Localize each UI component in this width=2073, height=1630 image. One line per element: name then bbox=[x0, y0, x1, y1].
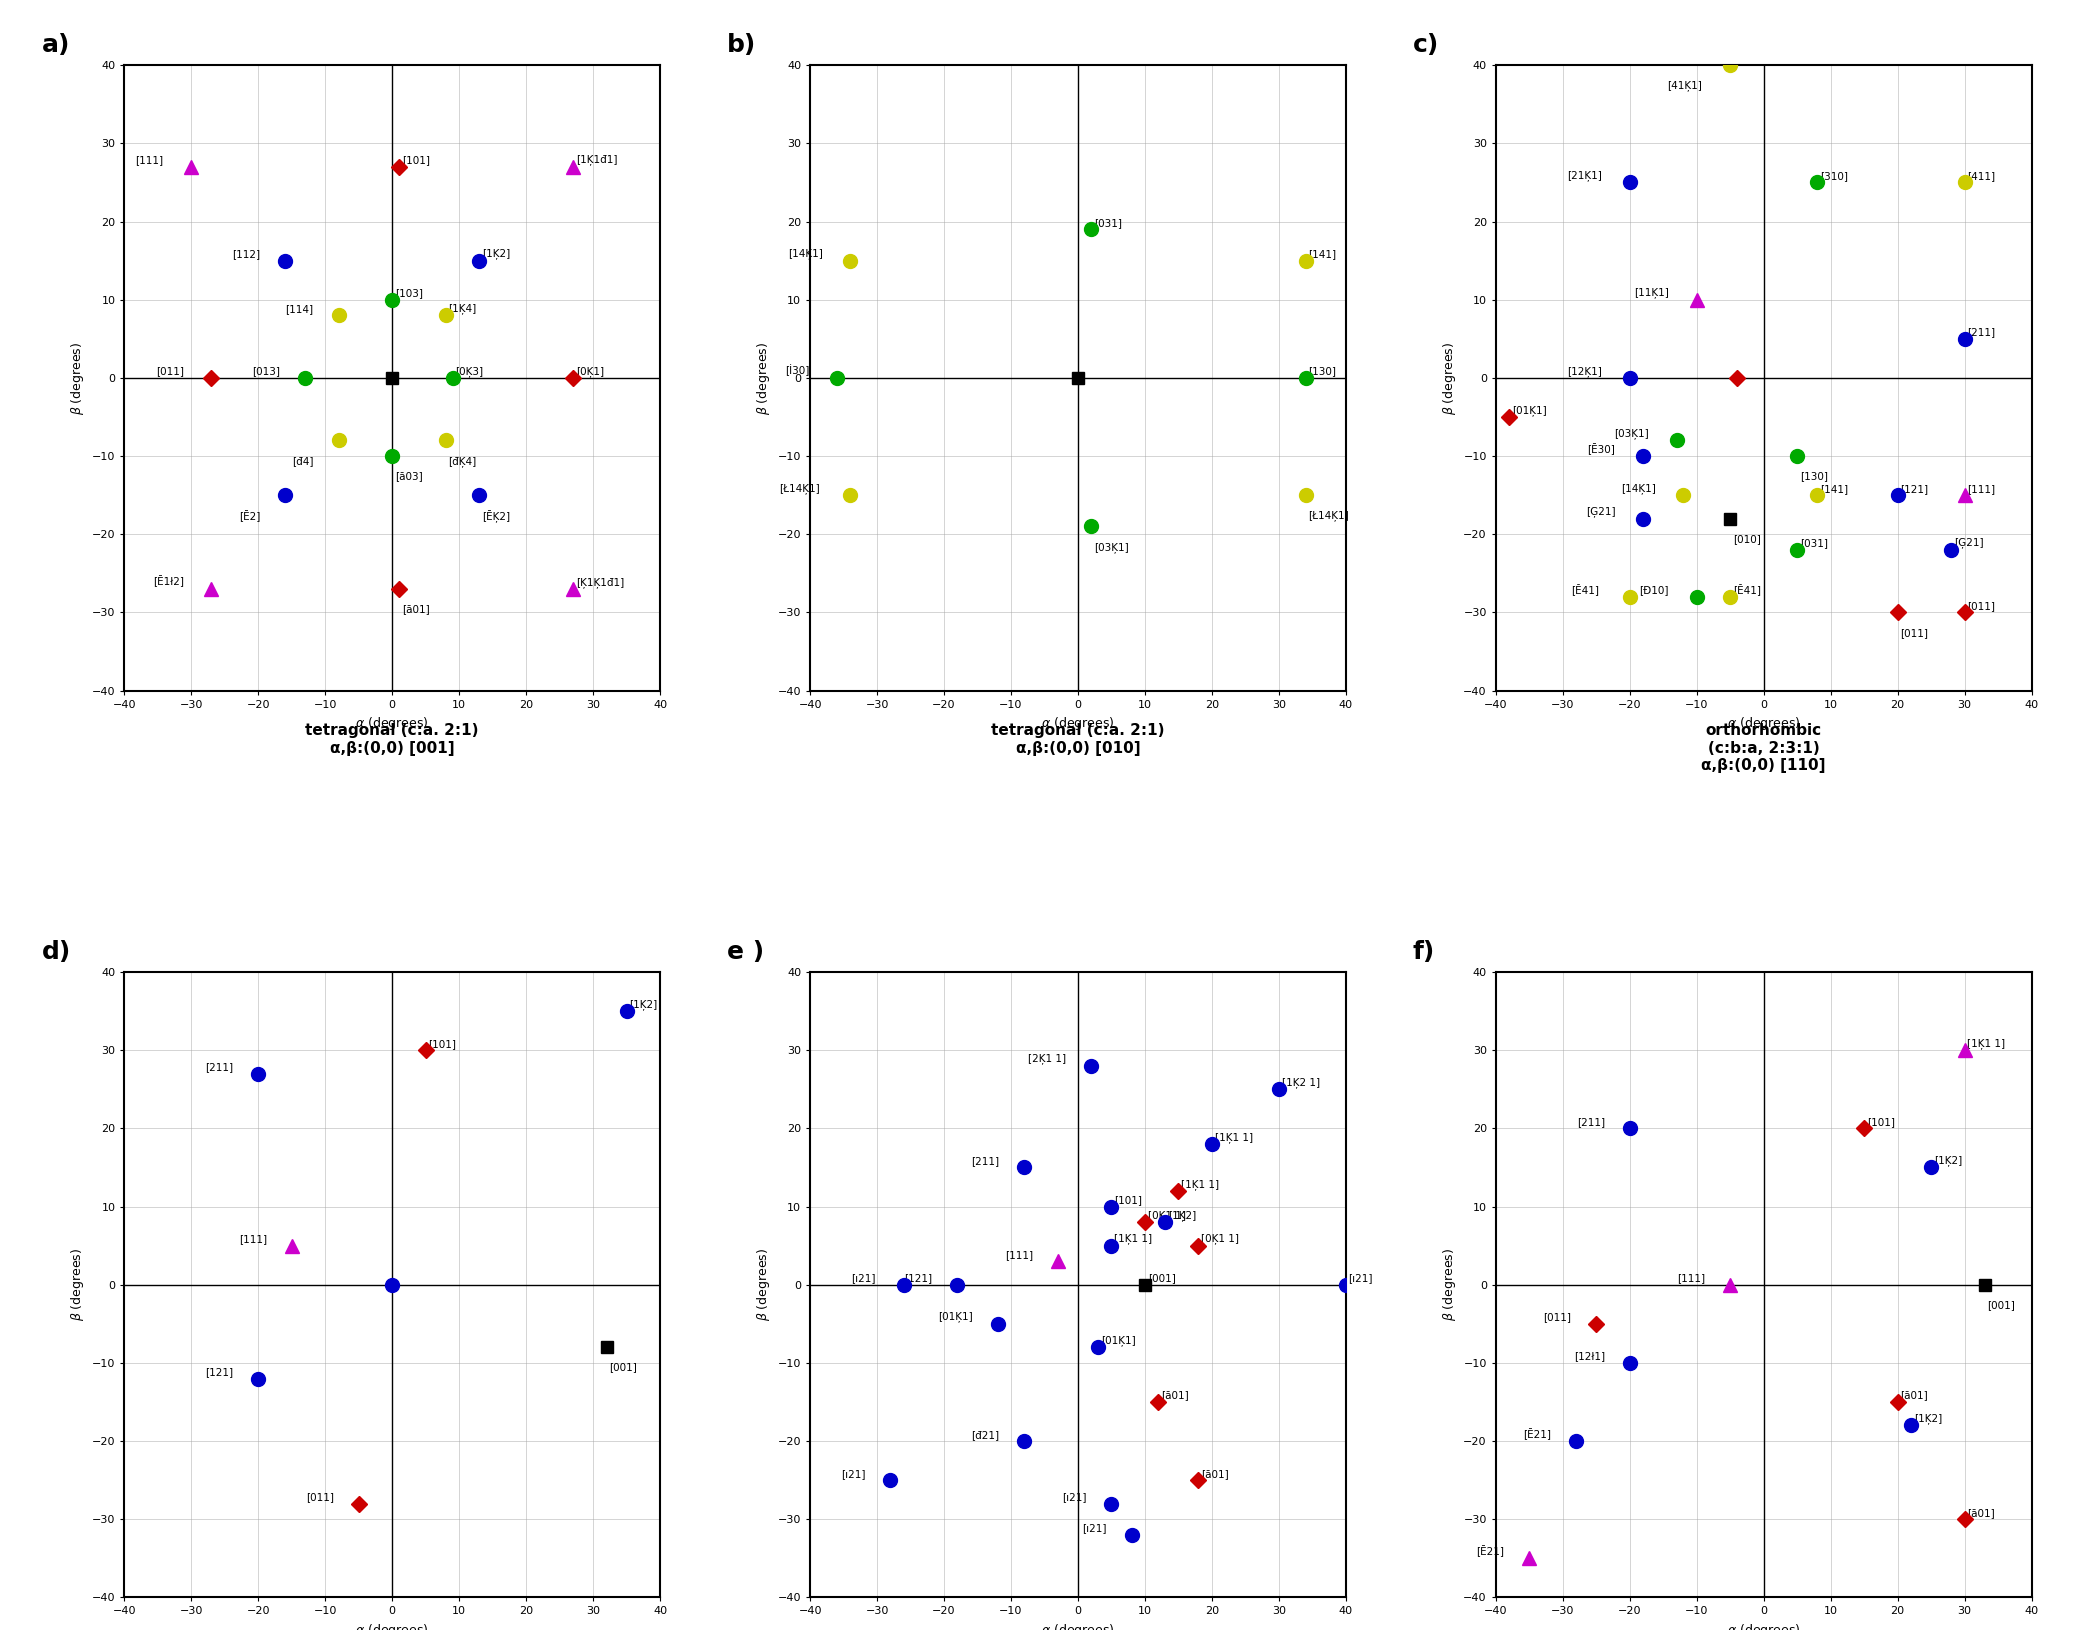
Text: [1Ķ1 1]: [1Ķ1 1] bbox=[1113, 1234, 1153, 1244]
Text: [Ē30]: [Ē30] bbox=[1588, 443, 1615, 455]
Text: [011]: [011] bbox=[1967, 601, 1996, 611]
Text: [Ł14Ķ1]: [Ł14Ķ1] bbox=[1308, 510, 1350, 522]
Text: [211]: [211] bbox=[1967, 328, 1996, 337]
Text: [103]: [103] bbox=[396, 289, 423, 298]
Text: [112]: [112] bbox=[232, 249, 259, 259]
Text: [0Ķ1]: [0Ķ1] bbox=[576, 365, 603, 377]
Text: b): b) bbox=[728, 33, 757, 57]
Text: [101]: [101] bbox=[429, 1038, 456, 1048]
X-axis label: $\alpha$ (degrees): $\alpha$ (degrees) bbox=[1041, 716, 1115, 732]
Text: [Ē1ł2]: [Ē1ł2] bbox=[153, 575, 184, 587]
Text: [ā01]: [ā01] bbox=[1200, 1469, 1229, 1478]
Text: [1Ķ2 1]: [1Ķ2 1] bbox=[1281, 1077, 1321, 1087]
Text: [İ30]: [İ30] bbox=[786, 365, 808, 377]
Text: [121]: [121] bbox=[904, 1273, 933, 1283]
Text: [đ21]: [đ21] bbox=[972, 1430, 999, 1439]
Text: [Ķ1Ķ1đ1]: [Ķ1Ķ1đ1] bbox=[576, 577, 624, 587]
Text: [ı21]: [ı21] bbox=[1061, 1491, 1086, 1503]
Text: [ā01]: [ā01] bbox=[402, 605, 429, 615]
X-axis label: $\alpha$ (degrees): $\alpha$ (degrees) bbox=[1041, 1622, 1115, 1630]
Text: [03Ķ1]: [03Ķ1] bbox=[1615, 429, 1648, 438]
Text: [101]: [101] bbox=[1868, 1117, 1895, 1126]
Text: [1Ķ4]: [1Ķ4] bbox=[448, 303, 477, 315]
Text: tetragonal (c:a. 2:1)
α,β:(0,0) [001]: tetragonal (c:a. 2:1) α,β:(0,0) [001] bbox=[305, 724, 479, 756]
Text: [14Ķ1]: [14Ķ1] bbox=[788, 248, 823, 259]
Text: [010]: [010] bbox=[1733, 535, 1760, 544]
Text: [130]: [130] bbox=[1308, 367, 1337, 377]
X-axis label: $\alpha$ (degrees): $\alpha$ (degrees) bbox=[1727, 716, 1801, 732]
Text: [Ģ21]: [Ģ21] bbox=[1586, 507, 1615, 517]
Y-axis label: $\beta$ (degrees): $\beta$ (degrees) bbox=[1441, 1249, 1457, 1322]
Text: [01Ķ1]: [01Ķ1] bbox=[937, 1312, 972, 1322]
Text: [đĶ4]: [đĶ4] bbox=[448, 456, 477, 466]
Text: [Ē21]: [Ē21] bbox=[1476, 1545, 1505, 1557]
Text: [031]: [031] bbox=[1095, 218, 1121, 228]
Text: [1Ķ2]: [1Ķ2] bbox=[483, 248, 510, 259]
Text: [111]: [111] bbox=[1005, 1250, 1032, 1260]
Text: [111]: [111] bbox=[1677, 1273, 1706, 1283]
Text: [211]: [211] bbox=[1578, 1117, 1605, 1126]
Text: [đ4]: [đ4] bbox=[292, 456, 313, 466]
Text: [111]: [111] bbox=[238, 1234, 267, 1244]
Text: [Ĕ41]: [Ĕ41] bbox=[1571, 584, 1598, 595]
Text: [ā03]: [ā03] bbox=[396, 471, 423, 481]
Text: [011]: [011] bbox=[155, 367, 184, 377]
Text: [011]: [011] bbox=[1542, 1312, 1571, 1322]
Text: [121]: [121] bbox=[205, 1368, 234, 1377]
X-axis label: $\alpha$ (degrees): $\alpha$ (degrees) bbox=[354, 1622, 429, 1630]
Text: orthorhombic
(c:b:a, 2:3:1)
α,β:(0,0) [110]: orthorhombic (c:b:a, 2:3:1) α,β:(0,0) [1… bbox=[1702, 724, 1826, 773]
X-axis label: $\alpha$ (degrees): $\alpha$ (degrees) bbox=[354, 716, 429, 732]
Text: [211]: [211] bbox=[972, 1156, 999, 1165]
X-axis label: $\alpha$ (degrees): $\alpha$ (degrees) bbox=[1727, 1622, 1801, 1630]
Text: [01Ķ1]: [01Ķ1] bbox=[1101, 1335, 1136, 1346]
Text: [1Ķ1 1]: [1Ķ1 1] bbox=[1182, 1178, 1219, 1190]
Text: [12Ķ1]: [12Ķ1] bbox=[1567, 365, 1602, 377]
Text: [21Ķ1]: [21Ķ1] bbox=[1567, 170, 1602, 181]
Text: [14Ķ1]: [14Ķ1] bbox=[1621, 482, 1656, 494]
Text: [1Ķ2]: [1Ķ2] bbox=[630, 999, 657, 1009]
Text: [0Ķ3]: [0Ķ3] bbox=[456, 365, 483, 377]
Y-axis label: $\beta$ (degrees): $\beta$ (degrees) bbox=[68, 341, 87, 414]
Text: [Ē2]: [Ē2] bbox=[238, 510, 259, 522]
Text: [141]: [141] bbox=[1820, 484, 1849, 494]
Text: [Ł14Ķ1]: [Ł14Ķ1] bbox=[779, 482, 819, 494]
Text: [001]: [001] bbox=[1988, 1301, 2015, 1311]
Text: [1Ķ1 1]: [1Ķ1 1] bbox=[1215, 1131, 1252, 1143]
Text: [Đ10]: [Đ10] bbox=[1640, 585, 1669, 595]
Text: d): d) bbox=[41, 941, 70, 963]
Text: [ā01]: [ā01] bbox=[1901, 1390, 1928, 1400]
Y-axis label: $\beta$ (degrees): $\beta$ (degrees) bbox=[755, 1249, 771, 1322]
Text: [141]: [141] bbox=[1308, 249, 1337, 259]
Text: [0Ķ1 1]: [0Ķ1 1] bbox=[1148, 1209, 1186, 1221]
Text: [310]: [310] bbox=[1820, 171, 1847, 181]
Text: [1Ķ2]: [1Ķ2] bbox=[1167, 1209, 1196, 1221]
Y-axis label: $\beta$ (degrees): $\beta$ (degrees) bbox=[1441, 341, 1457, 414]
Text: [011]: [011] bbox=[305, 1491, 334, 1503]
Text: [211]: [211] bbox=[205, 1063, 234, 1073]
Text: [121]: [121] bbox=[1901, 484, 1928, 494]
Y-axis label: $\beta$ (degrees): $\beta$ (degrees) bbox=[68, 1249, 87, 1322]
Text: [ĒĶ2]: [ĒĶ2] bbox=[483, 510, 510, 523]
Text: [1Ķ2]: [1Ķ2] bbox=[1934, 1156, 1963, 1165]
Text: [ı21]: [ı21] bbox=[842, 1469, 864, 1478]
Text: [2Ķ1 1]: [2Ķ1 1] bbox=[1028, 1053, 1066, 1064]
Text: [Ģ21]: [Ģ21] bbox=[1955, 538, 1984, 548]
Text: [03Ķ1]: [03Ķ1] bbox=[1095, 541, 1130, 553]
Text: e ): e ) bbox=[728, 941, 765, 963]
Text: [ı21]: [ı21] bbox=[1350, 1273, 1372, 1283]
Text: [411]: [411] bbox=[1967, 171, 1996, 181]
Text: [ı21]: [ı21] bbox=[852, 1273, 877, 1283]
Text: [1Ķ2]: [1Ķ2] bbox=[1913, 1413, 1942, 1425]
Text: [41Ķ1]: [41Ķ1] bbox=[1667, 80, 1702, 91]
Text: a): a) bbox=[41, 33, 70, 57]
Text: [ā01]: [ā01] bbox=[1967, 1508, 1994, 1518]
Text: [12ł1]: [12ł1] bbox=[1573, 1351, 1605, 1361]
Text: c): c) bbox=[1414, 33, 1439, 57]
Text: [111]: [111] bbox=[1967, 484, 1996, 494]
Text: [Ē21]: [Ē21] bbox=[1524, 1428, 1551, 1439]
Text: [130]: [130] bbox=[1799, 471, 1828, 481]
Text: [0Ķ1 1]: [0Ķ1 1] bbox=[1200, 1234, 1240, 1244]
Text: [101]: [101] bbox=[402, 155, 429, 165]
Text: [ı21]: [ı21] bbox=[1082, 1524, 1107, 1534]
Text: [1Ķ1đ1]: [1Ķ1đ1] bbox=[576, 155, 618, 165]
